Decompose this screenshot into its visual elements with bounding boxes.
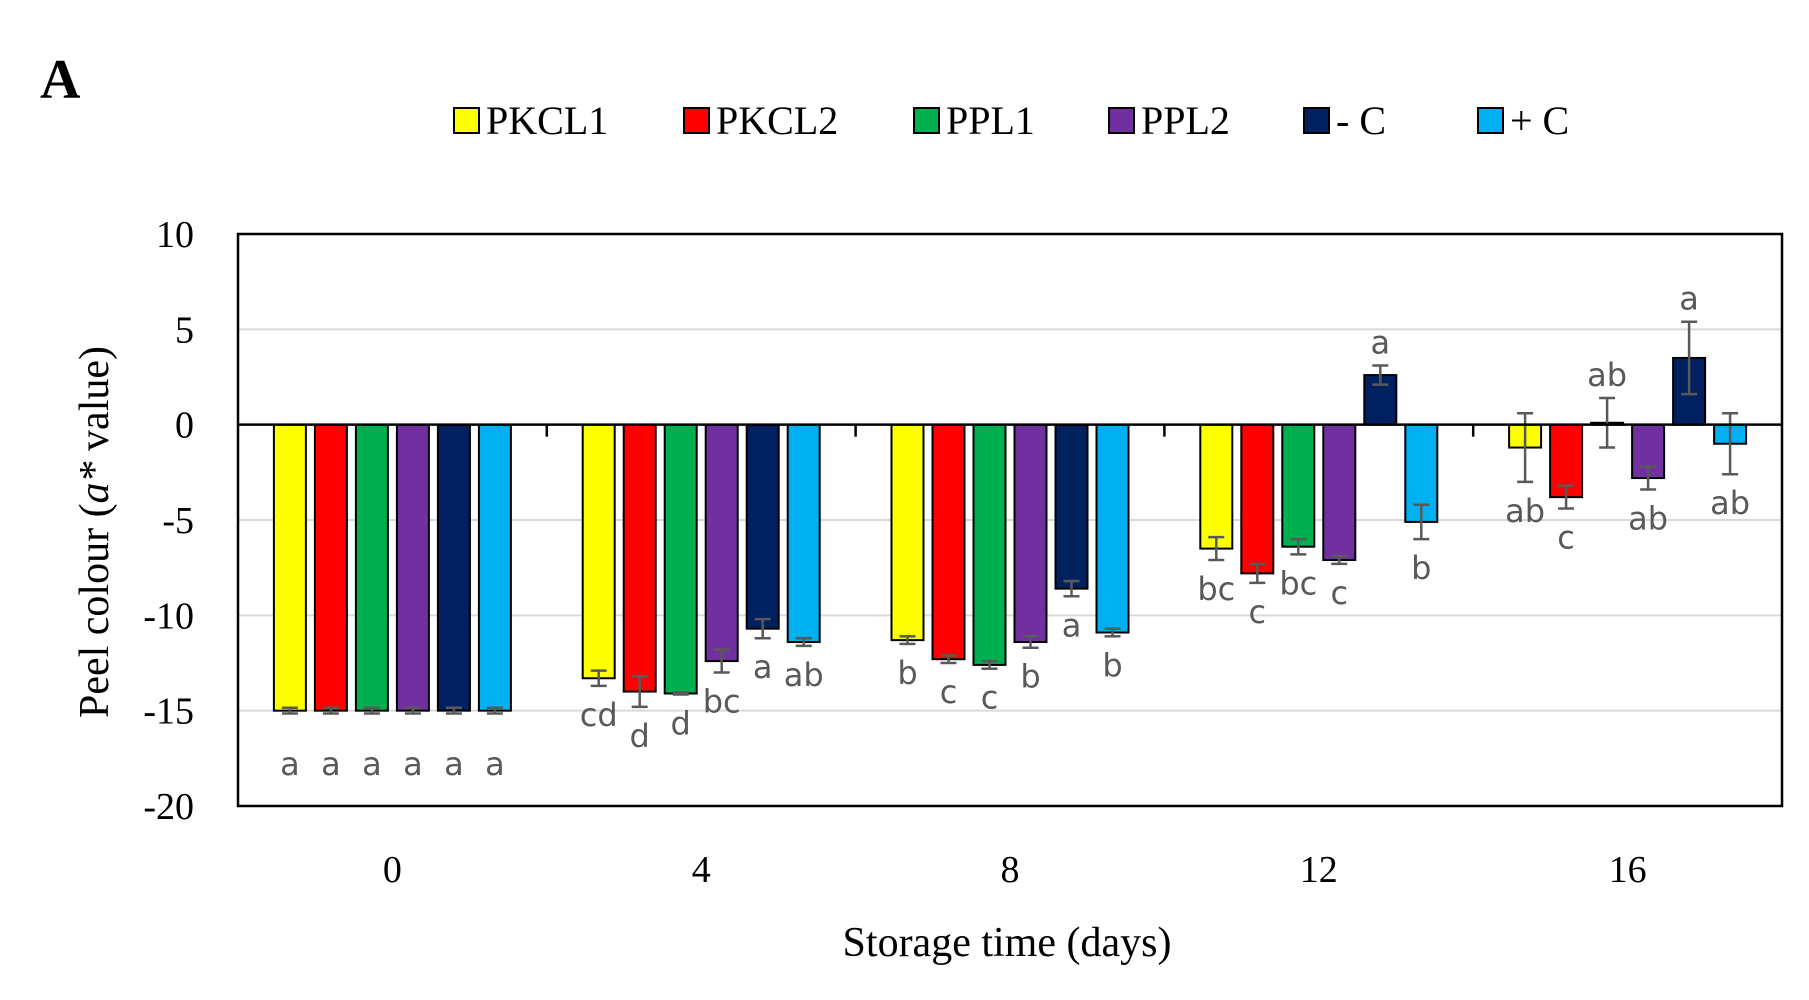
y-tick-label: -10 [143,595,194,637]
y-axis-label-prefix: Peel colour ( [72,503,118,718]
legend-item: + C [1477,98,1569,143]
significance-letter: a [1679,280,1699,318]
significance-letter: d [630,717,650,755]
y-tick-label: 0 [175,405,194,447]
significance-letter: cd [580,696,618,734]
bar [890,423,925,642]
bar [272,423,307,712]
legend-swatch [913,107,940,134]
y-tick-label: -5 [162,500,194,542]
significance-letter: a [362,745,382,783]
x-tick-label: 12 [1300,849,1338,891]
significance-letter: a [444,745,464,783]
bar [313,423,348,712]
significance-letter: a [403,745,423,783]
bar [786,423,821,644]
y-axis-ticks: 10 5 0 -5 -10 -15 -20 [143,214,194,828]
y-tick-label: -20 [143,786,194,828]
legend-label: PKCL1 [486,98,608,143]
bar [1199,423,1234,550]
bar [395,423,430,712]
significance-letter: d [671,704,691,742]
significance-letter: b [1102,646,1122,684]
bar [1054,423,1089,590]
legend-swatch [683,107,710,134]
legend: PKCL1 PKCL2 PPL1 PPL2 - C + C [453,98,1569,143]
significance-letter: c [940,673,958,711]
y-tick-label: -15 [143,691,194,733]
significance-letter: ab [1710,484,1750,522]
significance-letter: bc [1279,564,1317,602]
bar [1281,423,1316,548]
axes [236,232,1784,808]
legend-label: PKCL2 [716,98,838,143]
significance-letter: c [1331,574,1349,612]
significance-letter: ab [1505,492,1545,530]
y-tick-label: 10 [156,214,194,256]
x-tick-label: 0 [383,849,402,891]
significance-letter: c [981,679,999,717]
significance-letter: a [280,745,300,783]
y-tick-label: 5 [175,309,194,351]
significance-letter: bc [703,683,741,721]
significance-letter: a [753,648,773,686]
x-tick-label: 4 [692,849,711,891]
significance-letter: b [1020,658,1040,696]
significance-letter: ab [784,656,824,694]
bar [1322,423,1357,562]
bar [477,423,512,712]
legend-item: PPL1 [913,98,1035,143]
bar [1095,423,1130,634]
legend-item: PPL2 [1108,98,1230,143]
bar [745,423,780,630]
bar [931,423,966,661]
significance-letter: b [1411,549,1431,587]
significance-letter: b [897,654,917,692]
legend-item: PKCL2 [683,98,838,143]
legend-item: - C [1303,98,1386,143]
bar [1240,423,1275,575]
significance-letter: bc [1197,570,1235,608]
error-bars [281,320,1739,715]
significance-letter: a [1062,606,1082,644]
legend-label: PPL2 [1141,98,1230,143]
x-tick-label: 8 [1001,849,1020,891]
significance-letter: a [485,745,505,783]
significance-letter: c [1249,593,1267,631]
bars [272,356,1748,712]
legend-swatch [1303,107,1330,134]
bar [354,423,389,712]
x-tick-label: 16 [1609,849,1647,891]
y-axis-label-suffix: value) [72,346,118,461]
significance-letter: ab [1628,499,1668,537]
bar [972,423,1007,666]
significance-letter: ab [1587,356,1627,394]
y-axis-label: Peel colour (a* value) [72,346,118,718]
bar [1013,423,1048,644]
legend-label: + C [1510,98,1569,143]
significance-letter: a [1370,324,1390,362]
legend-label: - C [1336,98,1386,143]
plot-border [236,232,1784,808]
significance-letter: a [321,745,341,783]
bar [704,423,739,663]
bar [436,423,471,712]
legend-swatch [453,107,480,134]
legend-item: PKCL1 [453,98,608,143]
bar [581,423,616,680]
legend-swatch [1108,107,1135,134]
y-axis-label-italic: a* [72,461,118,503]
panel-label: A [40,49,81,111]
significance-letter: c [1557,519,1575,557]
bar [622,423,657,693]
x-axis-ticks: 0 4 8 12 16 [383,849,1647,891]
bar [663,423,698,695]
legend-label: PPL1 [946,98,1035,143]
x-axis-label: Storage time (days) [843,920,1172,966]
legend-swatch [1477,107,1504,134]
